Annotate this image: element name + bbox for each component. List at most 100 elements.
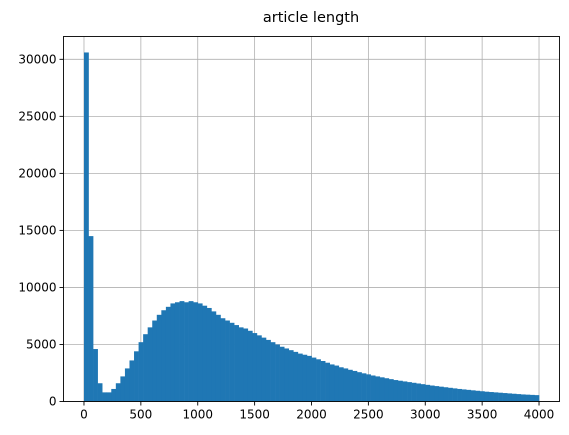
x-tick-label: 1000 xyxy=(182,408,213,422)
histogram-bar xyxy=(420,384,426,402)
histogram-bar xyxy=(97,383,103,402)
histogram-bar xyxy=(174,302,180,402)
histogram-bar xyxy=(170,303,176,402)
histogram-bar xyxy=(215,314,221,402)
x-tick-label: 2000 xyxy=(296,408,327,422)
histogram-bar xyxy=(316,359,321,402)
histogram-bar xyxy=(384,378,390,402)
histogram-bar xyxy=(357,372,362,402)
histogram-bar xyxy=(411,382,417,402)
histogram-bar xyxy=(211,311,217,402)
histogram-bar xyxy=(516,394,522,402)
histogram-bar xyxy=(361,373,367,402)
histogram-bar xyxy=(243,328,249,402)
histogram-bar xyxy=(397,380,403,402)
histogram-bar xyxy=(256,335,262,402)
histogram-bar xyxy=(93,349,98,402)
histogram-bar xyxy=(320,361,326,402)
histogram-bar xyxy=(179,301,185,402)
histogram-bar xyxy=(457,388,462,402)
histogram-bar xyxy=(147,327,153,402)
histogram-bar xyxy=(461,389,467,402)
y-axis: 0 5000 10000 15000 20000 25000 30000 xyxy=(18,52,64,409)
histogram-bar xyxy=(83,52,89,402)
histogram-bar xyxy=(484,391,490,402)
histogram-bar xyxy=(325,362,331,402)
histogram-bar xyxy=(407,382,412,402)
y-tick-label: 0 xyxy=(49,395,57,409)
histogram-bar xyxy=(493,392,499,402)
y-tick-label: 20000 xyxy=(18,166,56,180)
histogram-bar xyxy=(334,365,340,402)
histogram-bar xyxy=(448,387,453,402)
x-tick-label: 0 xyxy=(80,408,88,422)
histogram-bar xyxy=(479,391,485,402)
histogram-bar xyxy=(134,351,139,402)
x-axis: 0 500 1000 1500 2000 2500 3000 3500 4000 xyxy=(80,401,554,422)
histogram-bar xyxy=(466,389,472,402)
histogram-bar xyxy=(102,392,108,402)
x-tick-label: 2500 xyxy=(353,408,384,422)
histogram-bar xyxy=(352,370,358,402)
histogram-bar xyxy=(507,393,513,402)
histogram-bar xyxy=(438,386,444,402)
histogram-bar xyxy=(297,353,303,402)
histogram-bar xyxy=(106,392,112,402)
histogram-bar xyxy=(388,379,394,402)
histogram-bar xyxy=(111,388,117,402)
histogram-bar xyxy=(302,354,308,402)
histogram-bar xyxy=(197,303,203,402)
histogram-bar xyxy=(138,342,144,402)
histogram-bar xyxy=(206,307,212,402)
histogram-bar xyxy=(284,348,290,402)
histogram-bar xyxy=(434,386,440,402)
histogram-bar xyxy=(343,368,349,402)
histogram-bar xyxy=(443,387,449,402)
histogram-bar xyxy=(193,302,199,402)
histogram-bar xyxy=(498,392,503,402)
histogram-bar xyxy=(270,342,276,402)
grid-lines xyxy=(63,36,560,402)
histogram-bar xyxy=(202,305,208,402)
histogram-bar xyxy=(143,334,148,402)
histogram-bar xyxy=(347,369,353,402)
histogram-bar xyxy=(229,322,235,402)
histogram-bar xyxy=(402,381,408,402)
histogram-bar xyxy=(529,394,535,402)
x-tick-label: 3000 xyxy=(410,408,441,422)
histogram-bar xyxy=(252,333,258,402)
histogram-bar xyxy=(520,394,526,402)
histogram-bar xyxy=(165,306,171,402)
histogram-bar xyxy=(470,390,476,402)
histogram-bar xyxy=(161,310,167,402)
histogram-bar xyxy=(338,367,344,402)
histogram-bar xyxy=(88,236,94,402)
histogram-bar xyxy=(425,384,431,402)
histogram-bar xyxy=(488,392,494,402)
histogram-bar xyxy=(329,364,335,402)
histogram-bar xyxy=(261,337,267,402)
histogram-bar xyxy=(288,350,294,402)
histogram-bar xyxy=(220,318,226,402)
histogram-bar xyxy=(502,393,508,402)
y-tick-label: 5000 xyxy=(26,337,57,351)
histogram-bar xyxy=(379,377,385,402)
histogram-bar xyxy=(534,395,540,402)
y-tick-label: 25000 xyxy=(18,109,56,123)
histogram-bar xyxy=(115,383,121,402)
histogram-bar xyxy=(293,351,299,402)
histogram-bar xyxy=(366,374,371,402)
histogram-bar xyxy=(225,320,230,402)
y-tick-label: 30000 xyxy=(18,52,56,66)
x-tick-label: 500 xyxy=(129,408,152,422)
histogram-bar xyxy=(247,330,253,402)
histogram-bar xyxy=(416,383,422,402)
histogram-bar xyxy=(275,344,280,402)
histogram-bar xyxy=(120,376,126,402)
histogram-bar xyxy=(279,346,285,402)
histogram-bar xyxy=(152,320,158,402)
y-tick-label: 10000 xyxy=(18,280,56,294)
histogram-bar xyxy=(311,357,317,402)
x-tick-label: 3500 xyxy=(467,408,498,422)
